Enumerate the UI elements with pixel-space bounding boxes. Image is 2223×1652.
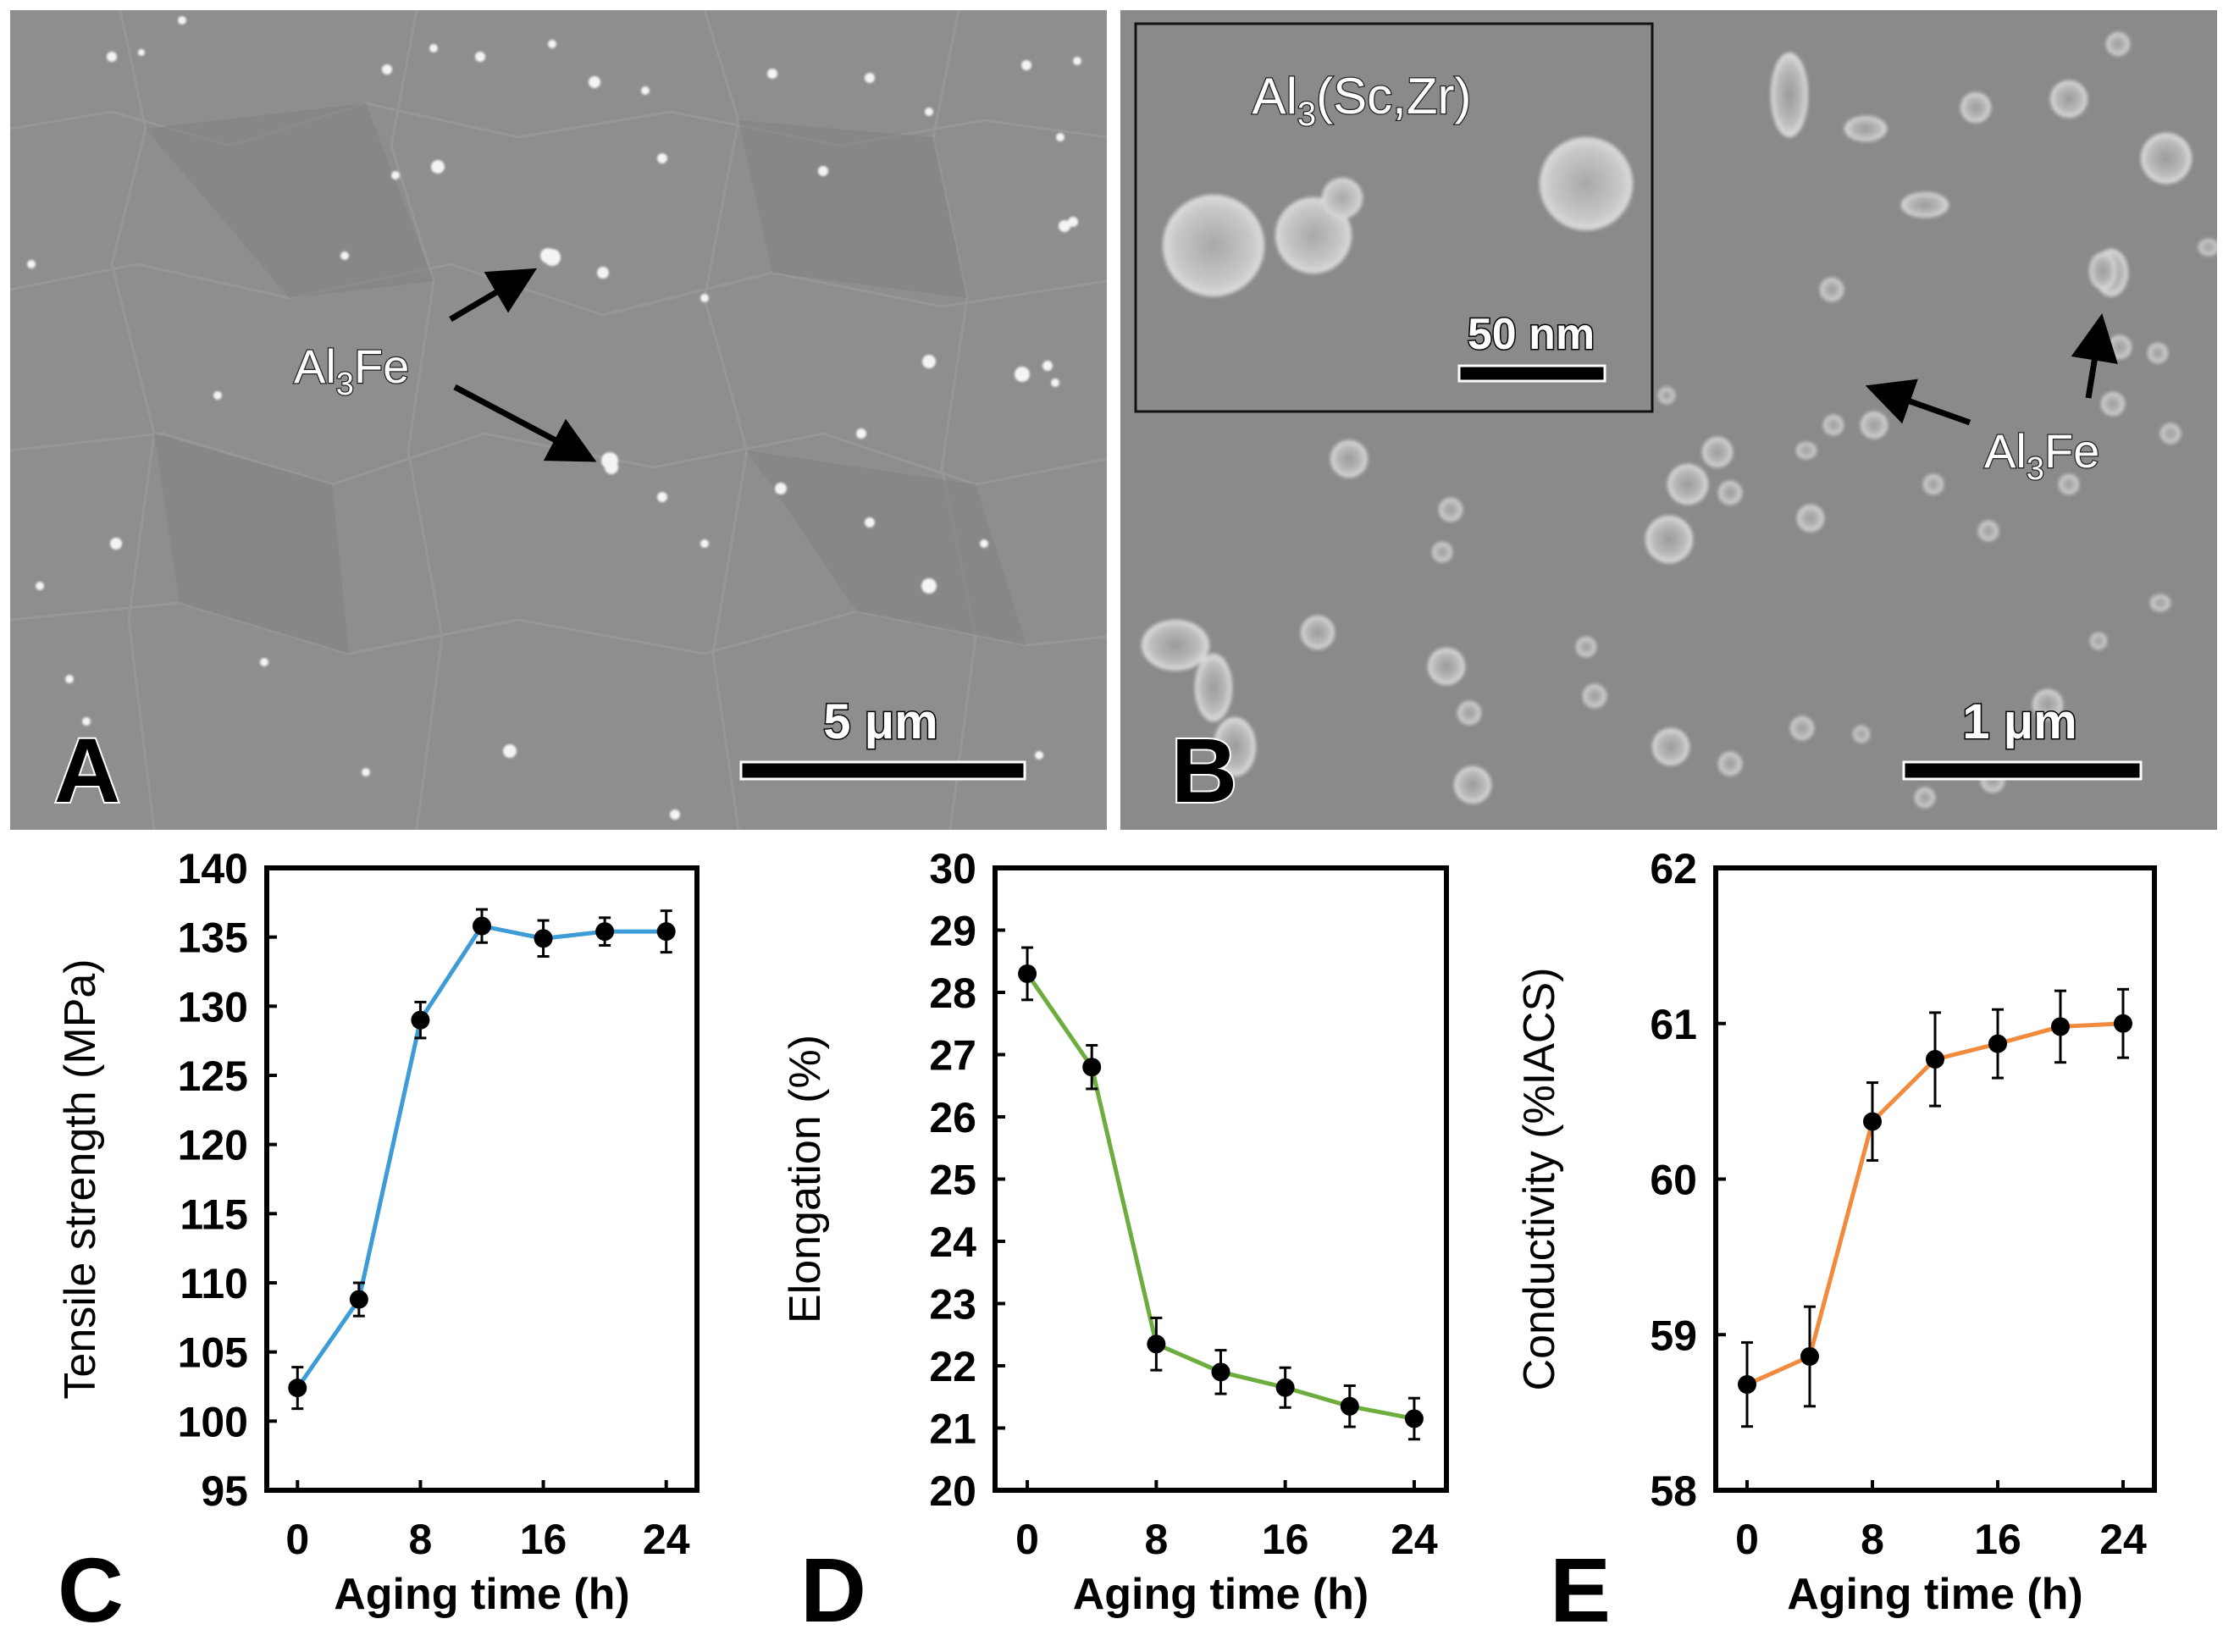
y-axis-label: Conductivity (%IACS)	[1515, 968, 1564, 1391]
data-point	[1404, 1409, 1424, 1428]
y-tick-label: 125	[178, 1053, 248, 1100]
y-tick-label: 140	[178, 845, 248, 892]
data-point	[656, 922, 676, 942]
charts-area: 95 100 105 110 115 120 125 130 135 140 0 8 16 24 Aging…	[56, 845, 2157, 1641]
micrograph-panel-b: Al3Fe Al3(Sc,Zr) 50 nm 1 μm B	[1120, 10, 2217, 830]
x-tick-label: 24	[2099, 1516, 2147, 1563]
x-axis-label: Aging time (h)	[1787, 1570, 2083, 1619]
plot-frame	[1713, 865, 2157, 1493]
y-tick-label: 22	[929, 1343, 976, 1390]
data-point	[534, 929, 553, 948]
x-axis-label: Aging time (h)	[1073, 1570, 1369, 1619]
inset-scale-bar	[1457, 364, 1606, 383]
x-tick-label: 0	[1015, 1516, 1039, 1563]
x-tick-label: 24	[643, 1516, 690, 1563]
y-tick-label: 135	[178, 914, 248, 962]
y-tick-label: 29	[929, 908, 976, 955]
micrograph-b-image: Al3Fe Al3(Sc,Zr) 50 nm 1 μm B	[1120, 10, 2217, 830]
x-axis-label: Aging time (h)	[334, 1570, 630, 1619]
data-point	[411, 1010, 430, 1030]
y-tick-label: 105	[178, 1329, 248, 1377]
y-tick-label: 30	[929, 845, 976, 892]
arrow-b-up	[2071, 313, 2118, 399]
y-tick-label: 61	[1650, 1001, 1697, 1048]
data-point	[1800, 1346, 1819, 1366]
x-tick-label: 8	[409, 1516, 433, 1563]
x-tick-label: 16	[1974, 1516, 2021, 1563]
plot-frame	[993, 865, 1449, 1493]
y-tick-label: 28	[929, 970, 976, 1017]
data-point	[1018, 964, 1037, 983]
y-tick-label: 110	[180, 1260, 248, 1307]
y-tick-label: 21	[929, 1406, 976, 1453]
data-point	[1926, 1050, 1944, 1069]
y-tick-label: 115	[180, 1191, 248, 1238]
y-tick-label: 95	[201, 1467, 248, 1515]
y-tick-label: 24	[929, 1218, 976, 1266]
arrow-b-left	[1865, 378, 1971, 426]
grain-shading	[146, 103, 1026, 654]
data-point	[1863, 1112, 1882, 1131]
x-tick-label: 24	[1391, 1516, 1438, 1563]
scale-bar-a	[739, 760, 1026, 781]
arrow-to-particle-1	[449, 268, 538, 323]
y-tick-label: 25	[929, 1157, 976, 1204]
data-point	[1147, 1334, 1166, 1354]
al3fe-label-b: Al3Fe	[1984, 424, 2099, 487]
y-tick-label: 20	[929, 1467, 976, 1515]
series-line	[296, 923, 666, 1390]
panel-letter-e: E	[1550, 1539, 1611, 1641]
y-tick-label: 120	[178, 1122, 248, 1169]
data-point	[1988, 1034, 2007, 1053]
arrow-to-particle-2	[453, 384, 597, 462]
y-axis-label: Tensile strength (MPa)	[56, 959, 105, 1399]
y-tick-label: 27	[929, 1032, 976, 1080]
al3-sczr-label: Al3(Sc,Zr)	[1253, 68, 1472, 133]
data-point	[1340, 1396, 1359, 1416]
panel-letter-b: B	[1171, 719, 1237, 821]
plot-frame	[264, 865, 700, 1493]
panel-letter-d: D	[800, 1539, 866, 1641]
inset-scale-bar-label: 50 nm	[1468, 310, 1595, 359]
panel-letter-c: C	[58, 1539, 124, 1641]
scale-bar-b	[1902, 760, 2143, 781]
y-tick-label: 59	[1650, 1312, 1697, 1359]
scale-bar-label-b: 1 μm	[1962, 694, 2076, 749]
y-tick-label: 23	[929, 1281, 976, 1329]
y-tick-label: 130	[178, 983, 248, 1030]
x-tick-label: 8	[1861, 1516, 1884, 1563]
data-point	[1082, 1058, 1102, 1077]
micrograph-panel-a: Al3Fe 5 μm A	[10, 10, 1107, 830]
x-tick-label: 8	[1144, 1516, 1168, 1563]
chart-e: 58 59 60 61 62 0 8 16 24 Aging time (h) Conductivi…	[1515, 845, 2157, 1641]
al3fe-label-a: Al3Fe	[294, 340, 409, 402]
data-point	[2114, 1014, 2132, 1033]
scale-bar-label-a: 5 μm	[823, 694, 937, 749]
chart-d: 20 21 22 23 24 25 26 27 28 29 30 0 8 16 24 Aging time (…	[781, 845, 1449, 1641]
particles	[27, 16, 1081, 820]
x-tick-label: 16	[520, 1516, 567, 1563]
data-point	[288, 1379, 307, 1398]
data-point	[1738, 1375, 1756, 1395]
x-tick-label: 16	[1262, 1516, 1309, 1563]
inset-panel: Al3(Sc,Zr) 50 nm	[1134, 22, 1654, 413]
x-tick-label: 0	[285, 1516, 309, 1563]
chart-c: 95 100 105 110 115 120 125 130 135 140 0 8 16 24 Aging…	[56, 845, 700, 1641]
precipitates	[1142, 32, 2217, 808]
data-point	[1211, 1362, 1230, 1382]
y-tick-label: 60	[1650, 1157, 1697, 1204]
data-point	[2051, 1017, 2070, 1036]
micrograph-a-image: Al3Fe 5 μm A	[10, 10, 1107, 830]
data-point	[595, 922, 615, 942]
data-point	[1275, 1378, 1295, 1397]
y-tick-label: 58	[1650, 1467, 1697, 1515]
data-point	[473, 916, 491, 936]
x-tick-label: 0	[1735, 1516, 1759, 1563]
y-tick-label: 100	[178, 1398, 248, 1445]
panel-letter-a: A	[54, 719, 120, 821]
y-tick-label: 26	[929, 1094, 976, 1141]
data-point	[349, 1290, 368, 1309]
y-axis-label: Elongation (%)	[781, 1035, 830, 1323]
y-tick-label: 62	[1650, 845, 1697, 892]
